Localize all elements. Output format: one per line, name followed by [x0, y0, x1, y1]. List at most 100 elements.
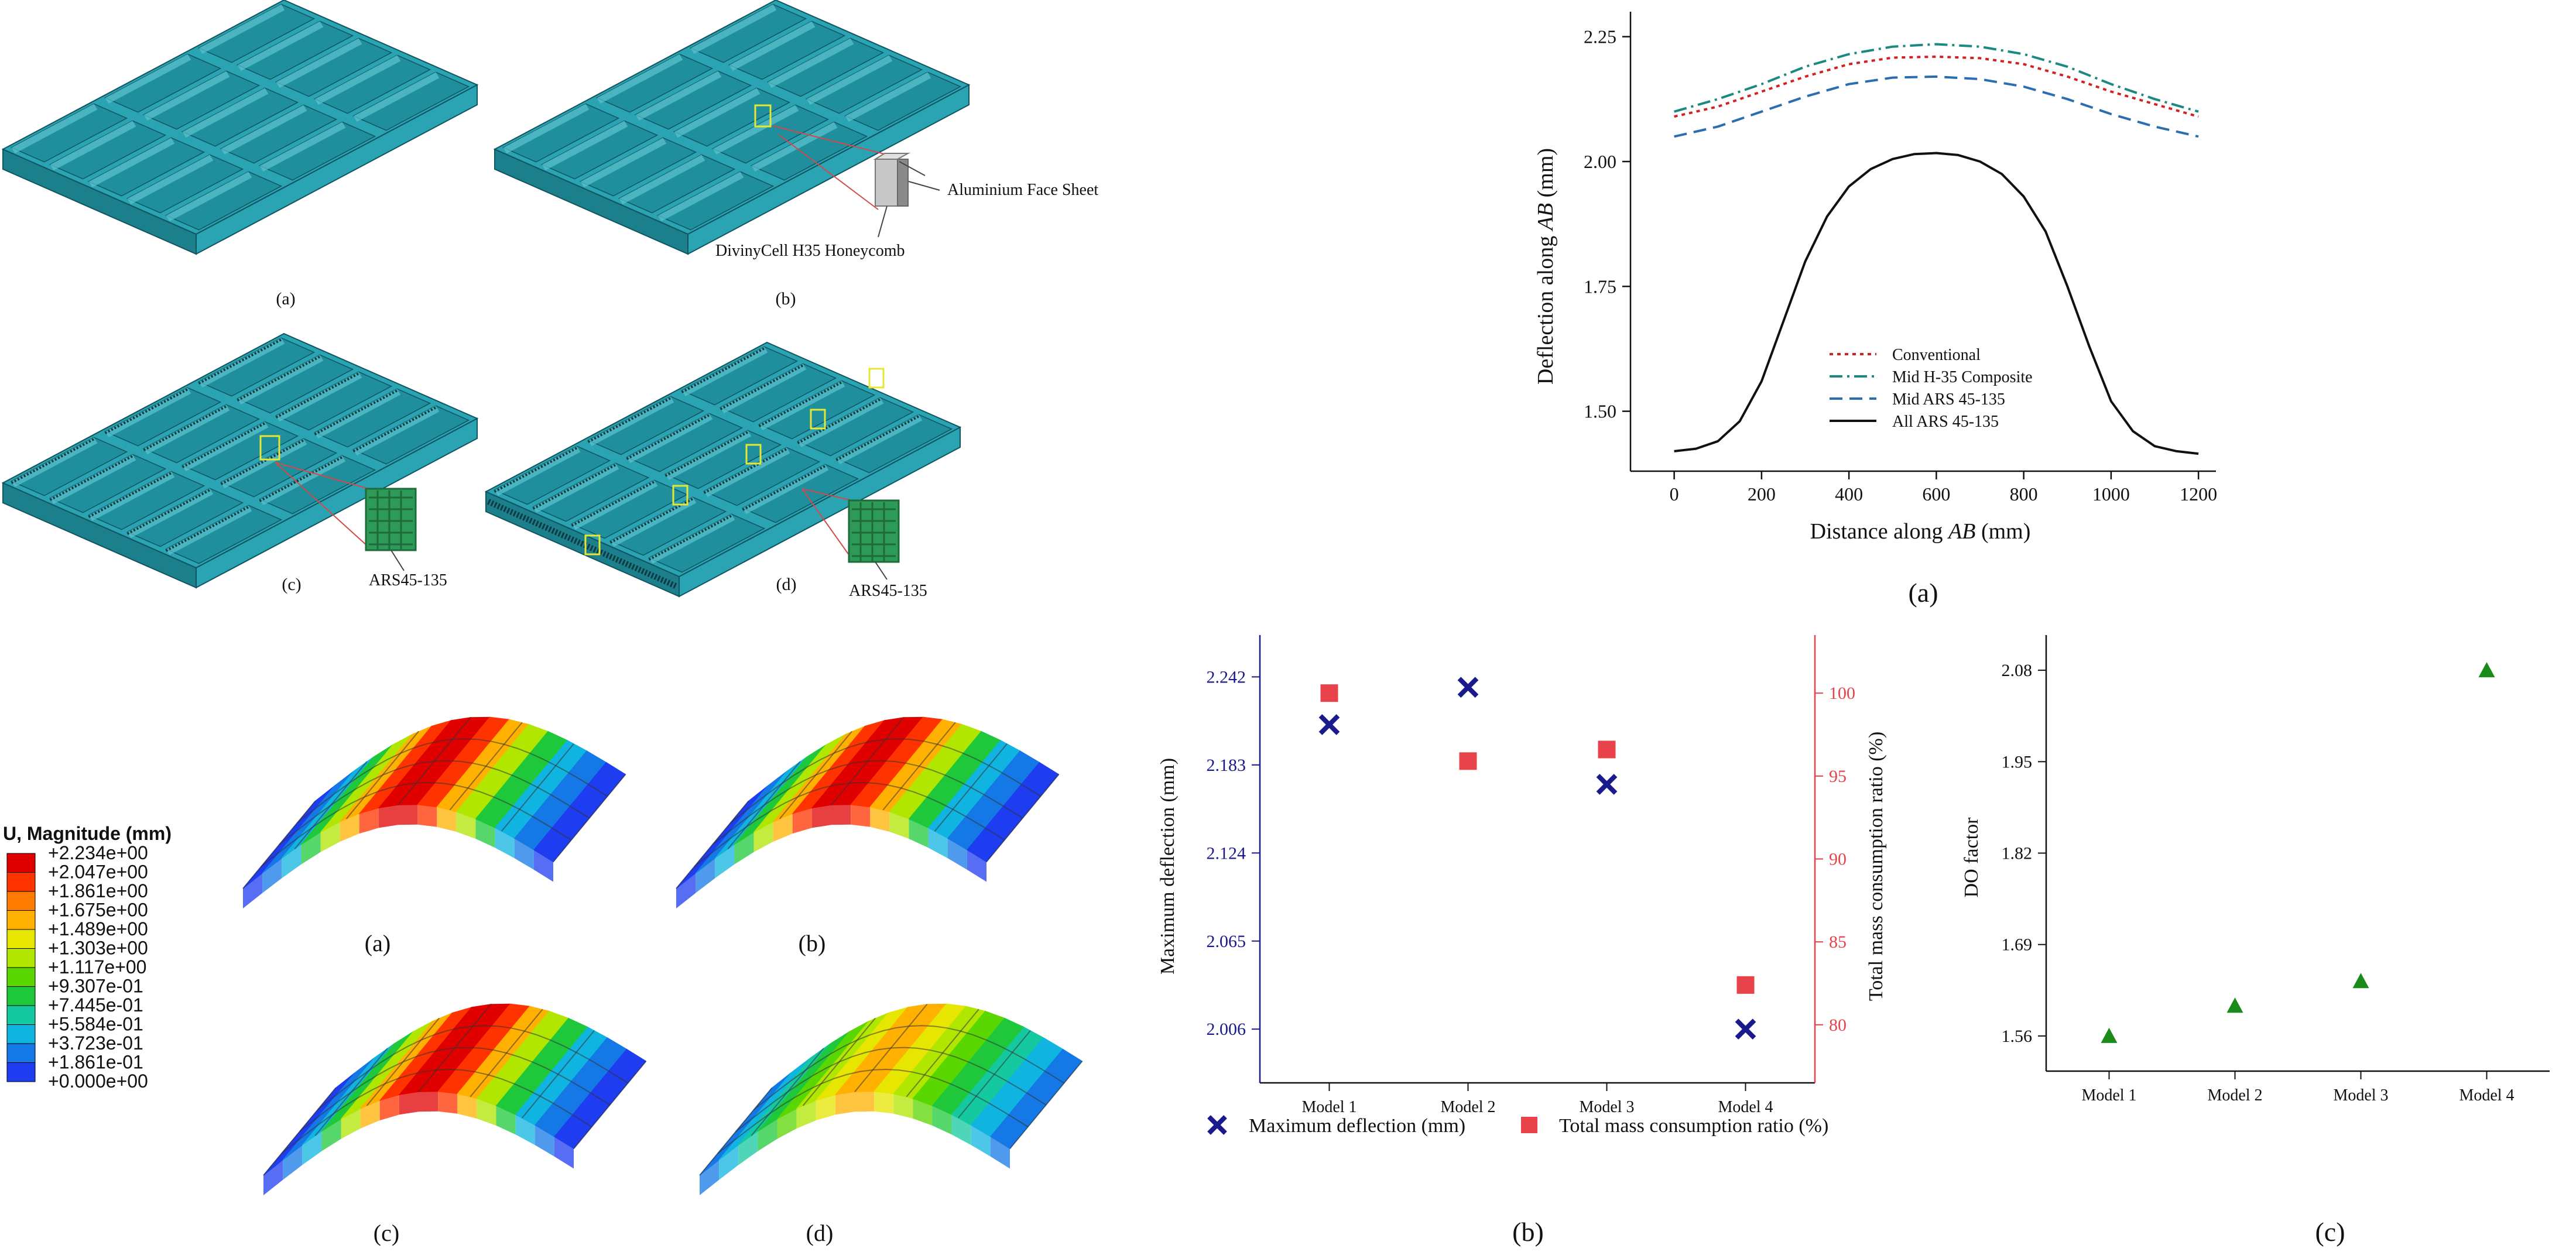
series-line-mid-h-35-composite: [1674, 43, 2199, 113]
plate-cell: [844, 71, 962, 131]
plate-cell: [680, 346, 799, 406]
y-tick-label: 1.56: [2002, 1027, 2033, 1046]
contour-front-face: [700, 1160, 720, 1195]
models-panel-d-label: (d): [776, 575, 797, 594]
lattice-rib: [720, 364, 804, 410]
contour-front-face: [967, 849, 986, 882]
lattice-rib: [11, 438, 95, 484]
models-panel-b-label: (b): [776, 289, 796, 308]
lattice-rib: [352, 406, 437, 452]
lattice-rib: [626, 414, 710, 460]
deformed-plate-d: [699, 1003, 1083, 1195]
y2-tick-label: 85: [1829, 932, 1847, 952]
series-line-conventional: [1674, 55, 2199, 118]
plate-cell: [609, 496, 727, 556]
mass-ratio-point: [1736, 976, 1755, 994]
plate-cell-wall: [681, 347, 768, 397]
contour-front-face: [437, 807, 457, 832]
plate-cell-wall: [712, 105, 799, 155]
legend-color-swatch: [6, 1024, 36, 1044]
lattice-rib: [181, 422, 266, 468]
plate-cell-wall: [182, 88, 269, 138]
contour-front-face: [341, 1109, 361, 1139]
contour-front-face: [320, 822, 340, 852]
contour-front-face: [971, 1125, 991, 1157]
plate-cell-wall: [626, 413, 713, 464]
contour-front-face: [398, 804, 418, 825]
plate-cell-wall: [166, 171, 252, 222]
do-factor-point: [2352, 973, 2369, 989]
deflection-point: [1457, 677, 1479, 698]
contour-front-face: [874, 1091, 894, 1114]
contour-front-face: [514, 838, 534, 870]
plate-cell-wall: [806, 55, 893, 105]
contour-front-face: [913, 1098, 933, 1126]
plate-cell-wall: [759, 380, 845, 431]
legend-color-swatch: [6, 948, 36, 968]
legend-value: +2.047e+00: [48, 862, 148, 883]
contour-front-face: [855, 1091, 875, 1112]
lattice-rib: [532, 464, 616, 510]
plate-cell: [197, 4, 316, 63]
plate-cell: [352, 71, 470, 131]
y-tick-label: 2.065: [1207, 932, 1246, 951]
contour-front-face: [715, 844, 735, 879]
lattice-rib: [835, 415, 920, 461]
lattice-edge: [487, 499, 679, 589]
lattice-rib: [494, 447, 578, 493]
plate-cell-wall: [720, 363, 807, 414]
rib-line: [712, 760, 1023, 846]
legend-value: +1.675e+00: [48, 900, 148, 921]
y-tick-label: 1.69: [2002, 935, 2033, 955]
legend-value: +2.234e+00: [48, 842, 148, 863]
plate-cell: [805, 54, 923, 114]
plate-cell: [766, 37, 885, 97]
plate-cell-wall: [353, 72, 440, 122]
legend-x-marker: [1207, 1115, 1227, 1135]
plate-cell-wall: [597, 54, 683, 104]
plate-cell-wall: [50, 121, 136, 171]
plate-cell: [579, 137, 697, 197]
plate-cell: [258, 121, 376, 181]
y-tick-label: 1.50: [1584, 401, 1616, 422]
plate-cell-wall: [503, 104, 590, 154]
lattice-rib: [587, 397, 672, 443]
contour-legend: +2.234e+00+2.047e+00+1.861e+00+1.675e+00…: [6, 842, 148, 1092]
do-factor-point: [2101, 1027, 2118, 1043]
x-marker-stroke: [1735, 1018, 1756, 1040]
contour-front-face: [419, 1091, 439, 1112]
legend-entry: All ARS 45-135: [1892, 413, 1999, 431]
contour-front-face: [932, 1106, 952, 1135]
plate-cell-wall: [88, 138, 175, 188]
plate-cell: [618, 154, 736, 214]
scatter-c-ylabel: DO factor: [1961, 817, 1982, 898]
callout-ars45-135-c: ARS45-135: [369, 571, 447, 589]
contour-front-face: [831, 804, 851, 825]
contour-panel-d-label: (d): [806, 1220, 834, 1246]
plate-cell-wall: [221, 105, 307, 155]
legend-color-swatch: [6, 910, 36, 930]
x-tick-label: 400: [1835, 483, 1863, 505]
x-tick-label: 1000: [2092, 483, 2130, 505]
contour-front-face: [870, 807, 890, 832]
contour-front-face: [758, 1119, 777, 1151]
y-tick-label: 1.95: [2002, 752, 2033, 771]
do-factor-point: [2226, 997, 2243, 1013]
line-chart-axes: 0 200 400 600 800 1000 1200 1.50 1.75 2.00 2.25: [1584, 12, 2217, 505]
line-chart-xlabel: Distance along AB (mm): [1810, 519, 2031, 544]
callout-aluminium-face-sheet: Aluminium Face Sheet: [947, 181, 1098, 199]
plate-cell-wall: [221, 438, 307, 489]
line-chart-series: [1674, 43, 2199, 455]
plate-cell-wall: [836, 414, 923, 465]
plate-cell: [796, 397, 914, 457]
deformed-plate-c: [263, 1003, 647, 1195]
rib-line: [317, 1025, 629, 1110]
scatter-c-axes: Model 1 Model 2 Model 3 Model 4 1.56 1.69 1.82…: [2002, 635, 2550, 1104]
contour-front-face: [495, 828, 515, 859]
legend-value: +7.445e-01: [48, 994, 143, 1016]
legend-entry: Maximum deflection (mm): [1249, 1115, 1465, 1137]
plate-cell-wall: [619, 155, 705, 205]
y-tick-label: 2.242: [1207, 667, 1246, 687]
legend-color-swatch: [6, 872, 36, 892]
plate-cell: [634, 70, 752, 130]
